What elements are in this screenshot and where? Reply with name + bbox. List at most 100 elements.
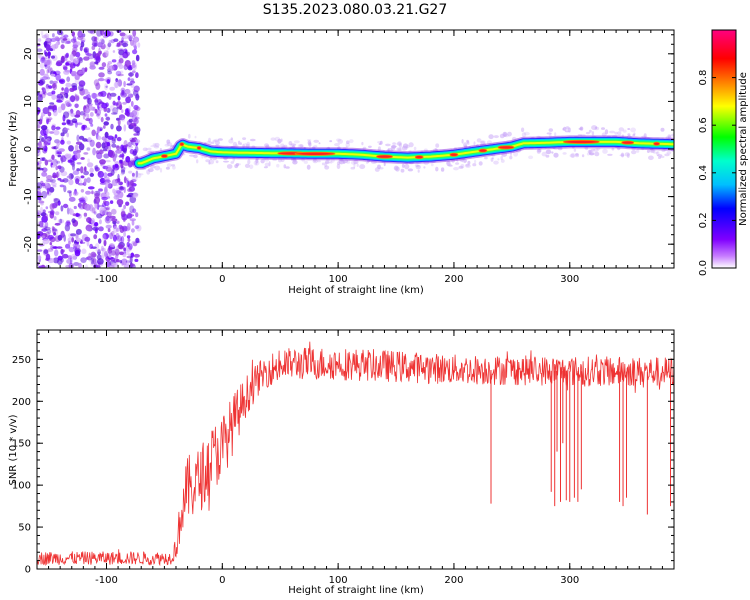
halo-speckle <box>172 165 176 170</box>
noise-speckle <box>72 44 79 49</box>
noise-speckle <box>56 95 61 102</box>
halo-speckle <box>288 141 293 146</box>
noise-speckle <box>122 42 129 47</box>
noise-speckle <box>116 235 122 242</box>
noise-speckle <box>43 91 47 96</box>
noise-speckle <box>134 38 139 44</box>
halo-speckle <box>400 168 405 173</box>
noise-speckle <box>49 48 54 52</box>
halo-speckle <box>664 153 670 157</box>
noise-speckle <box>45 44 51 52</box>
noise-speckle <box>125 156 131 163</box>
noise-speckle <box>84 166 87 172</box>
noise-speckle <box>101 39 105 45</box>
halo-speckle <box>188 133 191 139</box>
halo-speckle <box>401 145 408 151</box>
noise-speckle <box>68 174 72 180</box>
noise-speckle <box>111 143 117 148</box>
noise-speckle <box>105 50 109 57</box>
noise-speckle <box>41 57 48 60</box>
noise-speckle <box>79 199 86 204</box>
noise-speckle <box>70 38 77 43</box>
noise-speckle <box>123 176 127 184</box>
ridge-hotspot <box>414 155 424 160</box>
halo-speckle <box>448 164 453 167</box>
noise-speckle <box>128 181 134 188</box>
noise-speckle <box>64 100 71 107</box>
noise-speckle <box>77 202 82 208</box>
noise-speckle <box>87 53 95 60</box>
halo-speckle <box>337 139 344 144</box>
spectral-ridge <box>132 135 674 170</box>
noise-speckle <box>111 230 115 237</box>
halo-speckle <box>562 152 567 155</box>
noise-speckle <box>122 34 129 40</box>
halo-speckle <box>480 140 486 145</box>
noise-speckle <box>68 179 74 186</box>
noise-speckle <box>59 78 66 85</box>
halo-speckle <box>205 159 211 163</box>
noise-speckle <box>51 94 57 100</box>
noise-speckle <box>97 42 103 48</box>
halo-speckle <box>465 164 471 168</box>
noise-speckle <box>37 160 42 165</box>
halo-speckle <box>586 152 590 156</box>
noise-speckle <box>116 145 121 151</box>
noise-speckle <box>65 62 70 66</box>
ridge-hotspot <box>478 148 488 153</box>
halo-speckle <box>581 154 585 158</box>
halo-speckle <box>226 164 233 169</box>
noise-speckle <box>50 210 55 215</box>
halo-speckle <box>607 153 613 156</box>
halo-speckle <box>460 164 465 169</box>
halo-speckle <box>385 143 391 147</box>
noise-speckle <box>94 164 99 172</box>
noise-speckle <box>61 122 67 126</box>
y-tick-label: 250 <box>12 355 31 366</box>
noise-speckle <box>127 222 131 231</box>
noise-speckle <box>122 101 127 105</box>
noise-speckle <box>46 187 50 195</box>
noise-speckle <box>81 124 86 131</box>
noise-speckle <box>97 249 101 256</box>
ridge-hotspot <box>160 154 168 159</box>
noise-speckle <box>89 167 94 174</box>
noise-speckle <box>44 213 48 220</box>
noise-speckle <box>41 215 48 223</box>
halo-speckle <box>401 163 405 168</box>
halo-speckle <box>435 143 440 148</box>
halo-speckle <box>166 139 171 144</box>
noise-speckle <box>70 71 78 76</box>
halo-speckle <box>329 140 333 143</box>
noise-speckle <box>56 246 63 249</box>
noise-speckle <box>51 90 56 95</box>
noise-speckle <box>105 116 110 121</box>
noise-speckle <box>71 31 76 37</box>
noise-speckle <box>60 155 67 163</box>
halo-speckle <box>553 152 559 158</box>
noise-speckle <box>94 196 101 204</box>
noise-speckle <box>60 139 65 145</box>
noise-speckle <box>99 159 106 165</box>
noise-speckle <box>98 188 103 192</box>
noise-speckle <box>134 116 140 120</box>
noise-speckle <box>55 61 62 67</box>
noise-speckle <box>92 92 98 100</box>
halo-speckle <box>414 164 419 167</box>
halo-speckle <box>551 151 554 154</box>
noise-speckle <box>75 178 80 185</box>
noise-speckle <box>75 212 79 217</box>
noise-speckle <box>134 225 140 230</box>
halo-speckle <box>504 133 509 138</box>
halo-speckle <box>307 140 312 146</box>
halo-speckle <box>446 161 451 166</box>
noise-speckle <box>49 179 56 183</box>
noise-speckle <box>57 154 62 158</box>
noise-speckle <box>133 133 138 136</box>
halo-speckle <box>476 138 482 143</box>
noise-speckle <box>41 137 45 143</box>
halo-speckle <box>377 164 381 169</box>
noise-speckle <box>130 122 136 127</box>
halo-speckle <box>244 142 247 148</box>
noise-speckle <box>124 88 131 95</box>
